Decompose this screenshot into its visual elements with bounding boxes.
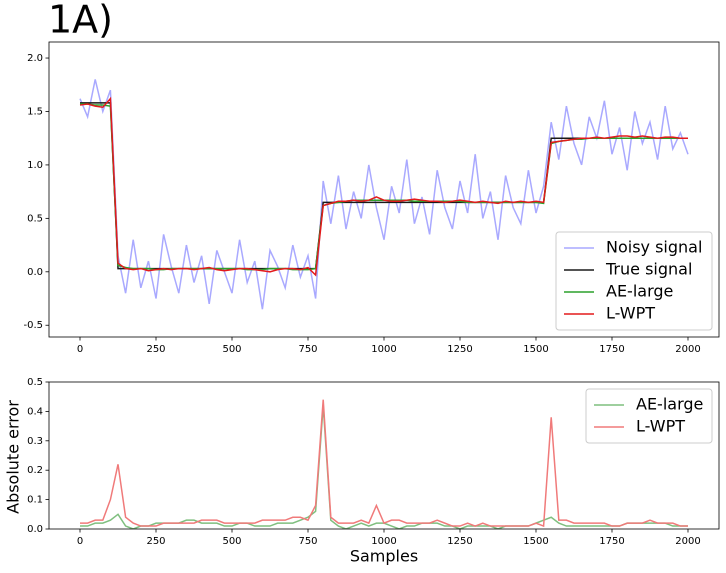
y-tick-label: 0.1 xyxy=(27,495,43,506)
series-line xyxy=(79,96,688,277)
series-line xyxy=(80,399,688,528)
x-tick-label: 1000 xyxy=(371,536,396,547)
legend-label: L-WPT xyxy=(606,304,655,323)
x-axis-label: Samples xyxy=(350,547,418,566)
y-tick-label: 0.3 xyxy=(27,436,43,447)
y-tick-label: 1.5 xyxy=(27,106,43,117)
legend-label: True signal xyxy=(605,260,692,279)
x-tick-label: 0 xyxy=(77,536,83,547)
y-tick-label: 0.2 xyxy=(27,465,43,476)
legend-label: AE-large xyxy=(636,395,703,414)
x-tick-label: 1750 xyxy=(599,536,624,547)
x-tick-label: 1500 xyxy=(523,536,548,547)
x-tick-label: 1250 xyxy=(447,344,472,355)
x-tick-label: 1250 xyxy=(447,536,472,547)
y-tick-label: 0.5 xyxy=(27,213,43,224)
x-tick-label: 1500 xyxy=(523,344,548,355)
x-tick-label: 500 xyxy=(222,536,241,547)
y-tick-label: 0.5 xyxy=(27,377,43,388)
y-tick-label: 2.0 xyxy=(27,53,43,64)
x-tick-label: 0 xyxy=(77,344,83,355)
chart-title: 1A) xyxy=(48,0,113,42)
y-tick-label: 0.4 xyxy=(27,406,43,417)
x-tick-label: 2000 xyxy=(675,536,700,547)
legend-label: AE-large xyxy=(606,282,673,301)
x-tick-label: 750 xyxy=(298,344,317,355)
legend-label: L-WPT xyxy=(636,417,685,436)
axes-frame xyxy=(48,41,720,338)
legend-box xyxy=(555,231,713,331)
plot-area xyxy=(80,399,688,529)
y-tick-label: -0.5 xyxy=(23,320,43,331)
plot-area xyxy=(79,79,689,310)
axes-frame xyxy=(48,381,720,530)
x-tick-label: 250 xyxy=(146,344,165,355)
y-axis-label: Absolute error xyxy=(4,400,23,514)
y-tick-label: 0.0 xyxy=(27,267,43,278)
y-tick-label: 1.0 xyxy=(27,160,43,171)
x-tick-label: 250 xyxy=(146,536,165,547)
x-tick-label: 1750 xyxy=(599,344,624,355)
y-tick-label: 0.0 xyxy=(27,524,43,535)
x-tick-label: 500 xyxy=(222,344,241,355)
legend-box xyxy=(585,388,713,444)
x-tick-label: 750 xyxy=(298,536,317,547)
legend-label: Noisy signal xyxy=(606,238,702,257)
x-tick-label: 2000 xyxy=(675,344,700,355)
x-tick-label: 1000 xyxy=(371,344,396,355)
series-line xyxy=(79,79,689,310)
